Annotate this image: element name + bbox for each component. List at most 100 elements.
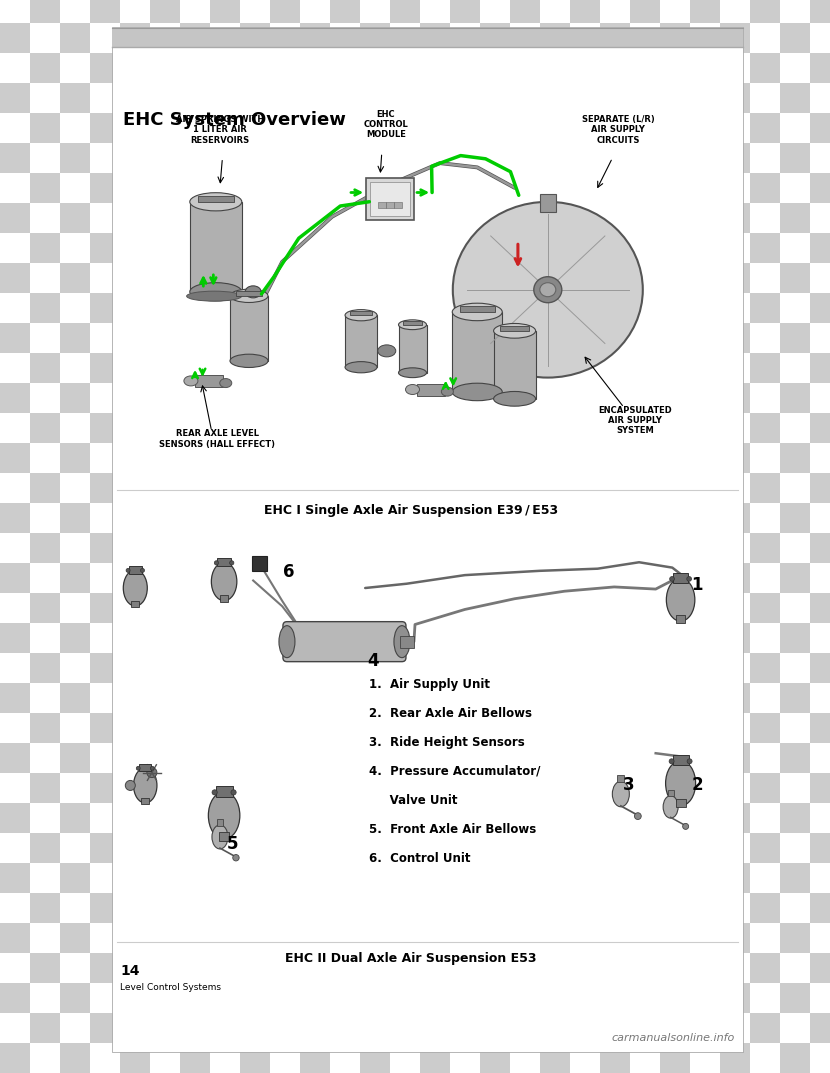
Bar [480,503,510,533]
Bar [210,383,240,413]
Bar [180,923,210,953]
Bar [450,53,480,83]
Bar [270,623,300,653]
Bar [510,83,540,113]
Bar [540,23,570,53]
Bar [420,923,450,953]
Ellipse shape [669,759,674,764]
Bar [360,173,390,203]
Bar [270,563,300,593]
Bar [420,623,450,653]
Bar [480,833,510,863]
Bar [300,803,330,833]
Bar [450,473,480,503]
Bar [390,323,420,353]
Bar [390,113,420,143]
Bar [30,23,60,53]
Bar [510,773,540,803]
Bar [780,293,810,323]
Text: 2: 2 [691,777,703,794]
Bar [600,563,630,593]
Bar [60,863,90,893]
Bar [270,143,300,173]
Bar [150,443,180,473]
Bar [90,803,120,833]
Bar [90,83,120,113]
Bar [390,1013,420,1043]
Text: Valve Unit: Valve Unit [369,794,458,807]
Bar [240,0,270,23]
Ellipse shape [452,304,502,321]
Bar [0,803,30,833]
Bar [390,953,420,983]
Bar [330,623,360,653]
Bar [120,533,150,563]
Bar [30,143,60,173]
Bar [390,293,420,323]
Bar [540,593,570,623]
Bar [0,863,30,893]
Bar [780,473,810,503]
Bar [30,712,60,743]
Bar [810,83,830,113]
Bar [330,743,360,773]
Bar [690,712,720,743]
Bar [810,383,830,413]
Bar [417,384,445,396]
Bar [780,383,810,413]
Bar [750,443,780,473]
Bar [390,773,420,803]
Bar [300,743,330,773]
Bar [570,293,600,323]
Bar [180,533,210,563]
Bar [120,893,150,923]
Bar [720,173,750,203]
Text: AIR SPRINGS WITH
1 LITER AIR
RESERVOIRS: AIR SPRINGS WITH 1 LITER AIR RESERVOIRS [176,115,264,145]
Text: SEPARATE (L/R)
AIR SUPPLY
CIRCUITS: SEPARATE (L/R) AIR SUPPLY CIRCUITS [582,115,655,145]
Bar [690,113,720,143]
Bar [600,23,630,53]
Bar [420,893,450,923]
Bar [120,923,150,953]
Bar [810,684,830,712]
Bar [480,623,510,653]
Bar [120,383,150,413]
Text: 5: 5 [227,836,238,853]
Bar [570,23,600,53]
Bar [300,23,330,53]
Bar [150,773,180,803]
Bar [220,596,228,602]
Bar [500,326,530,330]
Bar [360,443,390,473]
Bar [420,712,450,743]
Bar [450,1013,480,1043]
Bar [240,173,270,203]
Bar [300,503,330,533]
Bar [270,684,300,712]
Bar [690,684,720,712]
Bar [780,803,810,833]
Bar [450,863,480,893]
Bar [270,833,300,863]
Bar [270,653,300,684]
Bar [0,684,30,712]
Bar [240,893,270,923]
Bar [240,503,270,533]
Bar [210,1043,240,1073]
Bar [270,503,300,533]
Bar [300,712,330,743]
Bar [180,773,210,803]
Bar [810,923,830,953]
Bar [780,323,810,353]
Bar [450,623,480,653]
Bar [120,803,150,833]
Bar [60,743,90,773]
Bar [540,143,570,173]
Bar [450,743,480,773]
Bar [300,0,330,23]
Bar [60,983,90,1013]
Bar [210,0,240,23]
Bar [660,1013,690,1043]
Bar [120,953,150,983]
Bar [216,787,232,796]
